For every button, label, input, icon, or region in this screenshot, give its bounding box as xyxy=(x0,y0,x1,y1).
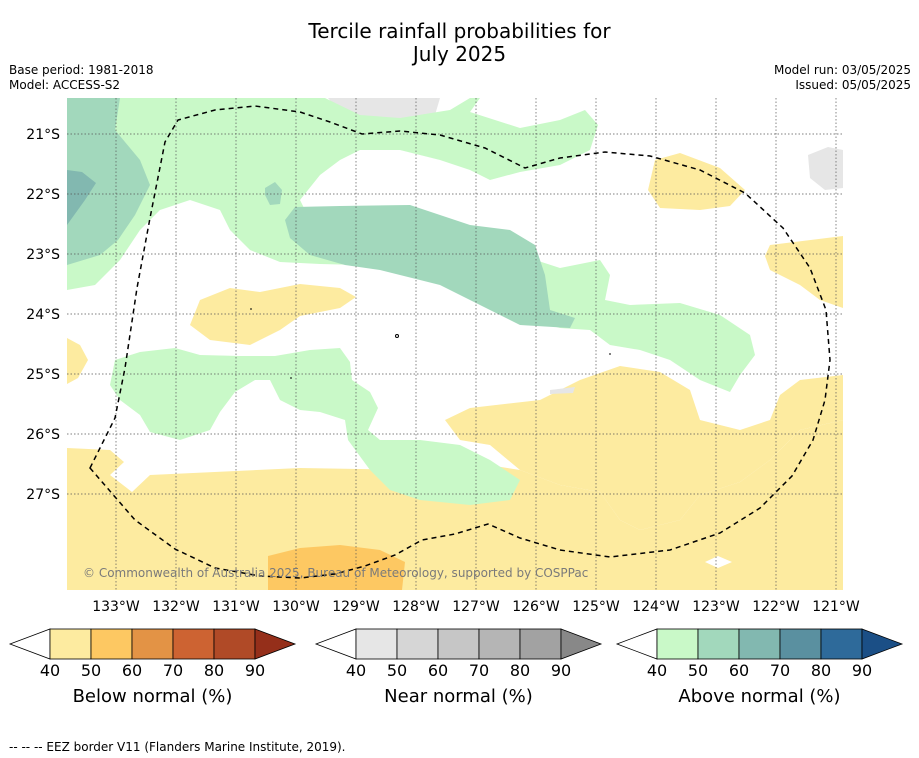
colorbar-segment xyxy=(131,628,174,660)
colorbar-tick-label: 50 xyxy=(387,661,407,680)
lat-label: 23°S xyxy=(26,247,60,263)
lon-label: 127°W xyxy=(452,599,500,615)
colorbar-label: Below normal (%) xyxy=(73,686,233,707)
meta-left: Base period: 1981-2018 Model: ACCESS-S2 xyxy=(9,63,154,93)
island-markers xyxy=(250,308,611,379)
title-line-2: July 2025 xyxy=(412,42,507,66)
colorbar-tick-label: 50 xyxy=(688,661,708,680)
above-normal-region xyxy=(67,98,150,265)
below-normal-region xyxy=(268,545,405,590)
colorbar-tick-label: 90 xyxy=(551,661,571,680)
lon-label: 128°W xyxy=(392,599,440,615)
below-normal-region xyxy=(67,338,88,384)
colorbar: 40 50 60 70 80 90 Near normal (%) xyxy=(314,628,603,707)
lon-label: 124°W xyxy=(632,599,680,615)
colorbar-tick-label: 60 xyxy=(122,661,142,680)
lat-label: 27°S xyxy=(26,487,60,503)
base-period: Base period: 1981-2018 xyxy=(9,63,154,77)
colorbar-segment xyxy=(355,628,398,660)
above-normal-region xyxy=(285,205,575,328)
colorbar: 40 50 60 70 80 90 Above normal (%) xyxy=(615,628,904,707)
above-normal-region xyxy=(67,170,96,225)
colorbar-group: 40 50 60 70 80 90 Below normal (%) 40 50 60 70 80 90… xyxy=(8,628,904,707)
colorbar-tick-label: 90 xyxy=(852,661,872,680)
colorbar-segment xyxy=(90,628,133,660)
below-normal-region xyxy=(67,420,843,590)
near-normal-region xyxy=(550,387,575,394)
colorbar-tick-label: 80 xyxy=(204,661,224,680)
model-name: Model: ACCESS-S2 xyxy=(9,78,121,92)
colorbar-segment xyxy=(396,628,439,660)
lat-label: 24°S xyxy=(26,307,60,323)
lon-label: 122°W xyxy=(752,599,800,615)
lon-label: 129°W xyxy=(332,599,380,615)
near-normal-region xyxy=(705,556,732,568)
title-line-1: Tercile rainfall probabilities for xyxy=(308,19,611,43)
map-title: Tercile rainfall probabilities for July … xyxy=(0,20,919,66)
colorbar-segment xyxy=(738,628,781,660)
colorbar-segment xyxy=(437,628,480,660)
colorbar-tick-label: 60 xyxy=(428,661,448,680)
lon-label: 131°W xyxy=(212,599,260,615)
lat-label: 25°S xyxy=(26,367,60,383)
colorbar-segment xyxy=(49,628,92,660)
colorbar-extend-high xyxy=(861,628,904,660)
colorbar-tick-label: 40 xyxy=(346,661,366,680)
colorbar-tick-label: 40 xyxy=(647,661,667,680)
colorbar-segment xyxy=(656,628,699,660)
lon-label: 121°W xyxy=(812,599,860,615)
colorbar-extend-low xyxy=(314,628,357,660)
meta-right: Model run: 03/05/2025 Issued: 05/05/2025 xyxy=(774,63,911,93)
colorbar-tick-label: 60 xyxy=(729,661,749,680)
issued-date: Issued: 05/05/2025 xyxy=(795,78,911,92)
copyright-notice: © Commonwealth of Australia 2025, Bureau… xyxy=(83,566,588,580)
colorbar-segment xyxy=(519,628,562,660)
colorbar-label: Near normal (%) xyxy=(384,686,533,707)
lon-label: 133°W xyxy=(92,599,140,615)
below-normal-region xyxy=(190,284,356,345)
eez-legend-note: -- -- -- EEZ border V11 (Flanders Marine… xyxy=(9,740,346,754)
colorbar-tick-label: 80 xyxy=(510,661,530,680)
below-normal-region xyxy=(445,366,843,530)
lon-label: 123°W xyxy=(692,599,740,615)
lon-label: 125°W xyxy=(572,599,620,615)
above-normal-region xyxy=(265,182,282,205)
graticule xyxy=(67,98,843,590)
colorbar-segment xyxy=(213,628,256,660)
lon-label: 132°W xyxy=(152,599,200,615)
colorbar-tick-label: 70 xyxy=(469,661,489,680)
colorbar-tick-label: 40 xyxy=(40,661,60,680)
colorbar-segment xyxy=(779,628,822,660)
near-normal-region xyxy=(808,147,843,190)
colorbar-tick-label: 90 xyxy=(245,661,265,680)
colorbar-segment xyxy=(697,628,740,660)
lat-label: 22°S xyxy=(26,187,60,203)
colorbar-tick-label: 70 xyxy=(770,661,790,680)
colorbar-extend-low xyxy=(615,628,658,660)
model-run: Model run: 03/05/2025 xyxy=(773,63,911,77)
lat-label: 26°S xyxy=(26,427,60,443)
lat-label: 21°S xyxy=(26,127,60,143)
colorbar-tick-label: 80 xyxy=(811,661,831,680)
colorbar-label: Above normal (%) xyxy=(678,686,840,707)
above-normal-region xyxy=(110,348,520,505)
colorbar-segment xyxy=(820,628,863,660)
colorbar-segment xyxy=(172,628,215,660)
colorbar-tick-label: 50 xyxy=(81,661,101,680)
eez-border xyxy=(89,105,831,579)
colorbar-extend-high xyxy=(560,628,603,660)
colorbar-extend-low xyxy=(8,628,51,660)
colorbar-tick-label: 70 xyxy=(163,661,183,680)
lon-label: 126°W xyxy=(512,599,560,615)
colorbar: 40 50 60 70 80 90 Below normal (%) xyxy=(8,628,297,707)
lon-label: 130°W xyxy=(272,599,320,615)
colorbar-segment xyxy=(478,628,521,660)
probability-field xyxy=(67,98,843,590)
colorbar-extend-high xyxy=(254,628,297,660)
below-normal-region xyxy=(648,153,745,210)
